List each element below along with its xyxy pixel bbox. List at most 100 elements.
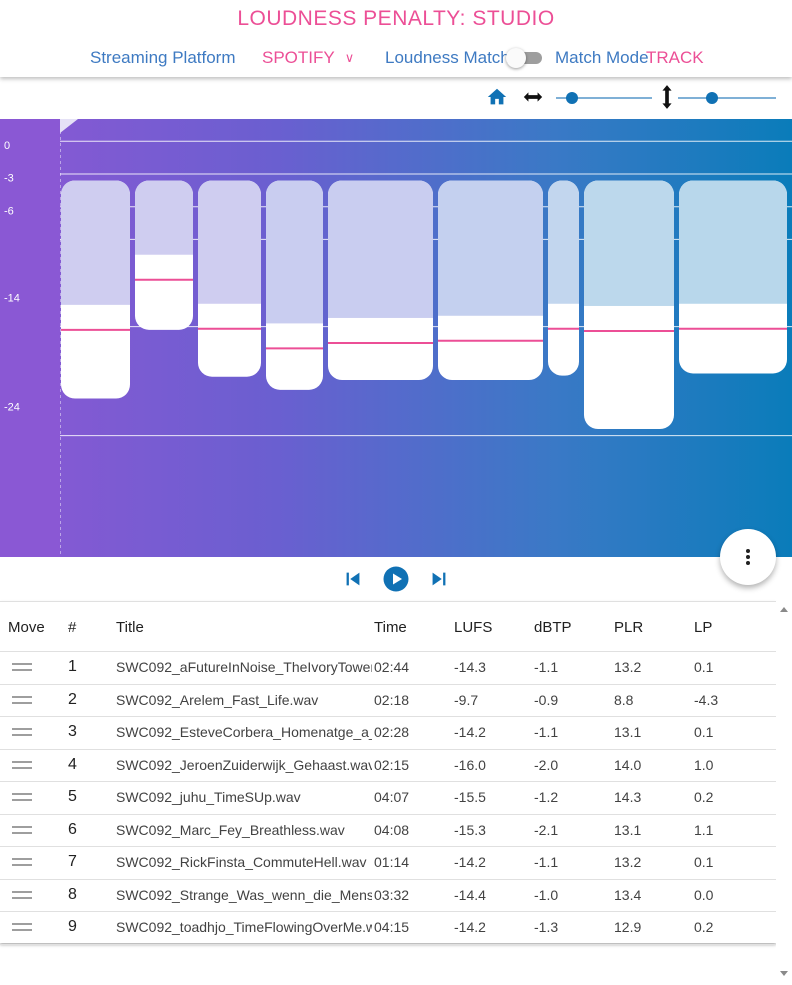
- horizontal-zoom-slider[interactable]: [556, 90, 652, 106]
- track-block-peak: [61, 180, 130, 305]
- waveform-label-strip: [0, 119, 60, 557]
- track-title: SWC092_juhu_TimeSUp.wav: [116, 789, 301, 805]
- match-mode-value[interactable]: TRACK: [646, 48, 704, 67]
- track-lufs: -14.4: [454, 886, 486, 903]
- track-lp: 0.0: [694, 886, 714, 903]
- skip-next-icon[interactable]: [428, 567, 450, 596]
- track-time: 02:18: [374, 691, 410, 708]
- scroll-down-icon[interactable]: [780, 971, 788, 976]
- track-dbtp: -1.2: [534, 789, 559, 805]
- track-block[interactable]: [679, 180, 787, 374]
- zoom-toolbar: [480, 84, 792, 112]
- col-header-number[interactable]: #: [68, 619, 77, 636]
- col-header-lufs[interactable]: LUFS: [454, 619, 493, 636]
- table-row[interactable]: 2 SWC092_Arelem_Fast_Life.wav 02:18 -9.7 -0.…: [0, 685, 776, 717]
- track-lufs: -15.3: [454, 821, 486, 838]
- track-number: 1: [68, 658, 77, 675]
- axis-label: -6: [4, 205, 14, 217]
- track-lp: 0.2: [694, 919, 714, 935]
- horizontal-zoom-icon[interactable]: [522, 86, 544, 113]
- drag-handle-icon[interactable]: [12, 890, 32, 899]
- track-dbtp: -1.1: [534, 854, 559, 870]
- table-row[interactable]: 7 SWC092_RickFinsta_CommuteHell.wav 01:14 -…: [0, 847, 776, 880]
- track-dbtp: -0.9: [534, 691, 559, 708]
- match-mode-label: Match Mode: [555, 48, 649, 67]
- table-row[interactable]: 4 SWC092_JeroenZuiderwijk_Gehaast.wav 02:1…: [0, 750, 776, 782]
- col-header-plr[interactable]: PLR: [614, 619, 644, 636]
- loudness-match-toggle[interactable]: [506, 48, 544, 68]
- scroll-up-icon[interactable]: [780, 607, 788, 612]
- table-row[interactable]: 3 SWC092_EsteveCorbera_Homenatge_a_Tots.w…: [0, 717, 776, 750]
- vertical-zoom-slider[interactable]: [678, 90, 776, 106]
- col-header-move[interactable]: Move: [8, 619, 45, 636]
- col-header-dbtp[interactable]: dBTP: [534, 619, 572, 636]
- drag-handle-icon[interactable]: [12, 858, 32, 866]
- table-row[interactable]: 6 SWC092_Marc_Fey_Breathless.wav 04:08 -15.…: [0, 815, 776, 847]
- track-title: SWC092_JeroenZuiderwijk_Gehaast.wav: [116, 756, 372, 773]
- drag-handle-icon[interactable]: [12, 825, 32, 834]
- track-title: SWC092_EsteveCorbera_Homenatge_a_Tots.wa…: [116, 724, 372, 740]
- track-block[interactable]: [328, 180, 433, 381]
- app-title: LOUDNESS PENALTY: STUDIO: [237, 7, 555, 30]
- track-block[interactable]: [584, 180, 674, 430]
- track-number: 7: [68, 853, 77, 870]
- drag-handle-icon[interactable]: [12, 760, 32, 769]
- drag-handle-icon[interactable]: [12, 695, 32, 704]
- track-lufs: -9.7: [454, 691, 479, 708]
- track-block-peak: [548, 180, 579, 304]
- track-title: SWC092_aFutureInNoise_TheIvoryTower.wav: [116, 659, 372, 675]
- track-time: 02:28: [374, 724, 410, 740]
- slider-thumb[interactable]: [706, 92, 719, 104]
- track-time: 01:14: [374, 854, 410, 870]
- track-lufs: -14.2: [454, 854, 486, 870]
- track-block[interactable]: [198, 180, 261, 377]
- loudness-waveform[interactable]: 30-3-6-14-24: [0, 119, 792, 557]
- table-row[interactable]: 1 SWC092_aFutureInNoise_TheIvoryTower.wav…: [0, 652, 776, 685]
- more-options-button[interactable]: [720, 529, 776, 585]
- waveform-svg: 30-3-6-14-24: [0, 119, 792, 557]
- track-block[interactable]: [61, 180, 130, 399]
- track-plr: 13.4: [614, 886, 642, 903]
- track-title: SWC092_RickFinsta_CommuteHell.wav: [116, 854, 367, 870]
- drag-handle-icon[interactable]: [12, 793, 32, 801]
- track-block[interactable]: [438, 180, 543, 381]
- track-number: 4: [68, 755, 77, 773]
- drag-handle-icon[interactable]: [12, 923, 32, 931]
- track-lufs: -14.2: [454, 919, 486, 935]
- axis-label: -24: [4, 402, 20, 414]
- col-header-title[interactable]: Title: [116, 619, 144, 636]
- track-plr: 12.9: [614, 919, 642, 935]
- track-lufs: -14.3: [454, 659, 486, 675]
- loudness-match-label: Loudness Match: [385, 48, 510, 67]
- drag-handle-icon[interactable]: [12, 728, 32, 736]
- track-block[interactable]: [548, 180, 579, 376]
- platform-select[interactable]: SPOTIFY ∨: [262, 46, 354, 70]
- table-row[interactable]: 8 SWC092_Strange_Was_wenn_die_Menschen.wa…: [0, 880, 776, 912]
- track-lp: 1.0: [694, 756, 714, 773]
- axis-label: -14: [4, 293, 20, 305]
- track-lufs: -14.2: [454, 724, 486, 740]
- track-block[interactable]: [135, 180, 193, 330]
- axis-label: -3: [4, 173, 14, 185]
- track-time: 04:15: [374, 919, 410, 935]
- track-dbtp: -2.1: [534, 821, 559, 838]
- track-time: 03:32: [374, 886, 410, 903]
- track-number: 6: [68, 820, 77, 838]
- toggle-thumb: [506, 48, 526, 68]
- track-plr: 13.1: [614, 821, 642, 838]
- col-header-time[interactable]: Time: [374, 619, 407, 636]
- table-row[interactable]: 5 SWC092_juhu_TimeSUp.wav 04:07 -15.5 -1.2 14…: [0, 782, 776, 815]
- home-icon[interactable]: [486, 86, 508, 113]
- table-row[interactable]: 9 SWC092_toadhjo_TimeFlowingOverMe.wav 04:…: [0, 912, 776, 945]
- track-number: 9: [68, 918, 77, 935]
- vertical-zoom-icon[interactable]: [656, 84, 678, 115]
- scrollbar[interactable]: [776, 601, 792, 985]
- play-icon[interactable]: [383, 566, 409, 597]
- track-plr: 8.8: [614, 691, 634, 708]
- slider-thumb[interactable]: [566, 92, 579, 104]
- track-block[interactable]: [266, 180, 323, 390]
- track-block-peak: [679, 180, 787, 304]
- skip-previous-icon[interactable]: [342, 567, 364, 596]
- col-header-lp[interactable]: LP: [694, 619, 713, 636]
- drag-handle-icon[interactable]: [12, 663, 32, 671]
